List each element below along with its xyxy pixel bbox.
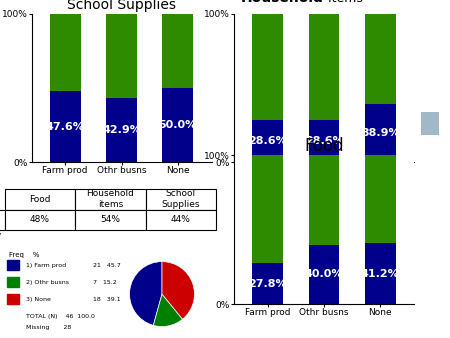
Bar (365, 155, 396, 243)
Wedge shape (153, 294, 183, 327)
Text: Missing       28: Missing 28 (26, 325, 71, 330)
Text: 21   45.7: 21 45.7 (93, 263, 121, 268)
Text: 2) Othr busns: 2) Othr busns (26, 280, 69, 285)
Bar (309, 155, 339, 245)
Text: 28.6%: 28.6% (305, 136, 343, 146)
Text: 47.6%: 47.6% (46, 122, 85, 132)
Text: 3) None: 3) None (26, 297, 50, 301)
Title: Food: Food (304, 137, 344, 155)
Bar (50, 92, 81, 162)
Text: 28.6%: 28.6% (248, 136, 287, 146)
Text: Household: Household (241, 0, 324, 5)
Bar (50, 14, 81, 92)
Text: 40.0%: 40.0% (305, 269, 343, 280)
Bar (106, 14, 137, 98)
Title: School Supplies: School Supplies (67, 0, 176, 13)
Text: 50.0%: 50.0% (158, 120, 197, 130)
Text: 38.9%: 38.9% (361, 128, 400, 138)
Bar (309, 245, 339, 304)
Text: 42.9%: 42.9% (102, 125, 141, 135)
Bar (252, 155, 283, 263)
Text: Items: Items (324, 0, 363, 5)
Text: Freq    %: Freq % (9, 252, 39, 258)
Text: 41.2%: 41.2% (361, 269, 400, 279)
Text: 1) Farm prod: 1) Farm prod (26, 263, 66, 268)
Bar (106, 98, 137, 162)
Wedge shape (162, 262, 194, 319)
Text: 27.8%: 27.8% (248, 279, 287, 289)
Bar (252, 14, 283, 120)
Text: 18   39.1: 18 39.1 (93, 297, 121, 301)
Bar (365, 243, 396, 304)
Bar (7, 294, 19, 304)
Bar (7, 260, 19, 270)
Wedge shape (130, 262, 162, 325)
Bar (252, 263, 283, 304)
Bar (252, 120, 283, 162)
Bar (162, 88, 193, 162)
Text: 7   15.2: 7 15.2 (93, 280, 117, 285)
Bar (7, 277, 19, 287)
Bar (365, 104, 396, 162)
Text: TOTAL (N)    46  100.0: TOTAL (N) 46 100.0 (26, 314, 94, 318)
Bar (365, 14, 396, 104)
Bar (309, 120, 339, 162)
Bar (162, 14, 193, 88)
Bar (309, 14, 339, 120)
